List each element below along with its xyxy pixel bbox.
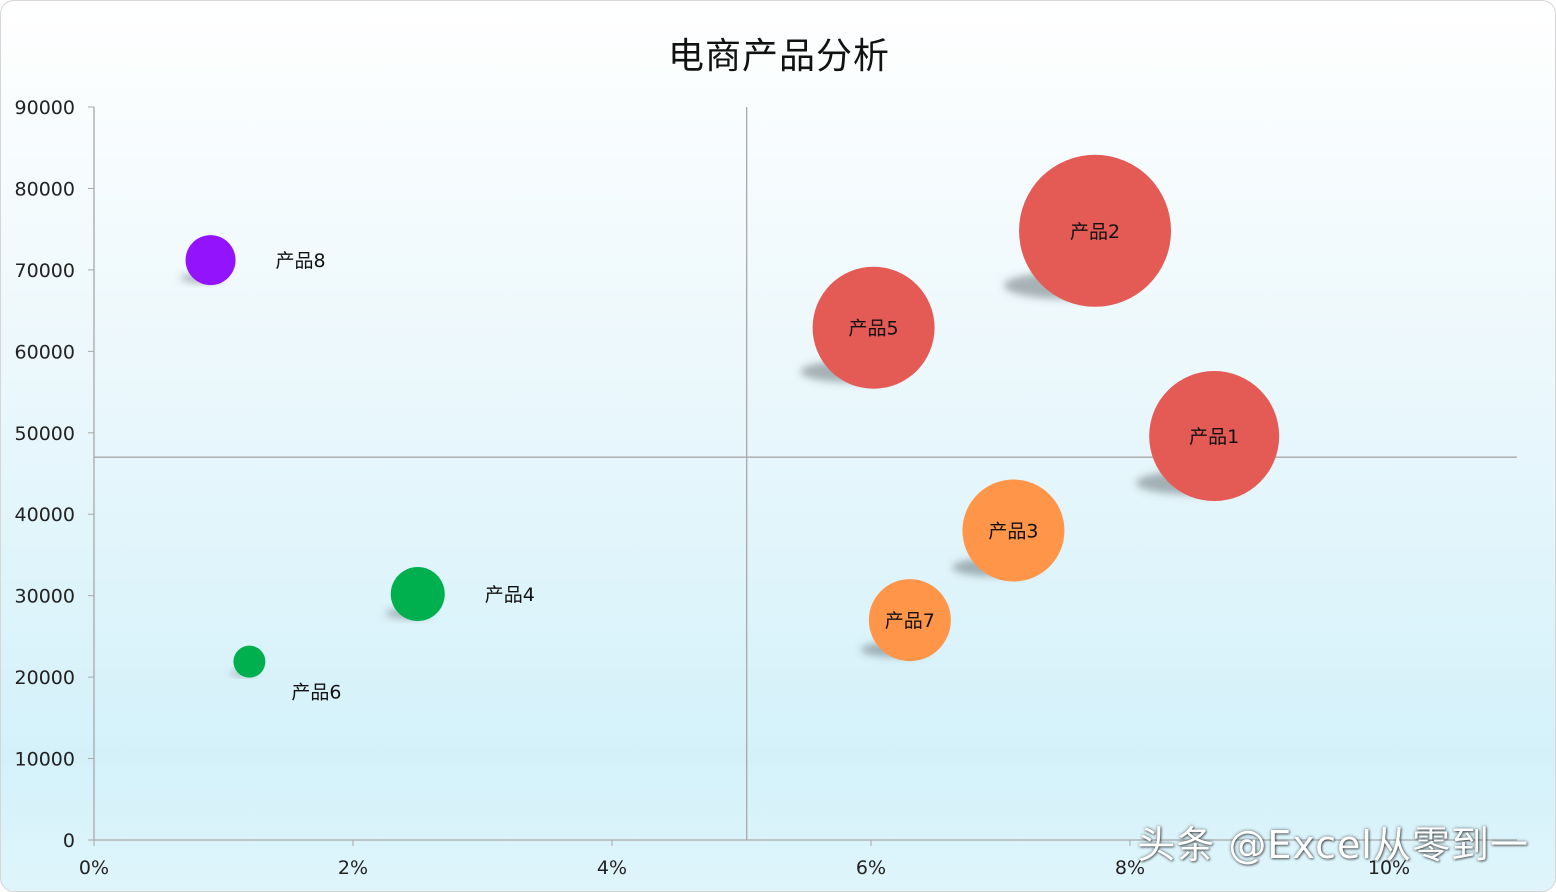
watermark: 头条 @Excel从零到一: [1137, 823, 1529, 867]
y-tick-label: 20000: [15, 667, 75, 689]
bubble-point: [390, 567, 445, 622]
x-tick-label: 4%: [597, 857, 627, 879]
bubble-data-label: 产品2: [1070, 221, 1120, 243]
y-tick-label: 60000: [15, 341, 75, 363]
bubble-data-label: 产品7: [885, 610, 935, 632]
bubble-point: [962, 479, 1065, 582]
bubbles: [185, 154, 1280, 678]
bubble-data-label: 产品3: [988, 521, 1038, 543]
bubble-data-label: 产品4: [485, 584, 535, 606]
y-tick-label: 50000: [15, 423, 75, 445]
y-tick-label: 70000: [15, 260, 75, 282]
x-tick-label: 0%: [79, 857, 109, 879]
bubble-point: [812, 266, 935, 389]
bubble-point: [1149, 371, 1280, 502]
bubble-point: [1019, 154, 1172, 307]
y-tick-label: 30000: [15, 586, 75, 608]
bubble-data-label: 产品8: [276, 250, 326, 272]
y-tick-label: 0: [63, 830, 75, 852]
x-tick-label: 6%: [856, 857, 886, 879]
bubble-point: [233, 645, 266, 678]
bubble-shadows: [180, 271, 1247, 677]
y-tick-label: 80000: [15, 178, 75, 200]
x-tick-label: 10%: [1368, 857, 1410, 879]
bubble-data-label: 产品5: [849, 318, 899, 340]
y-tick-label: 90000: [15, 97, 75, 119]
bubble-point: [868, 579, 951, 662]
bubble-data-label: 产品1: [1189, 426, 1239, 448]
x-tick-label: 2%: [338, 857, 368, 879]
chart-title: 电商产品分析: [667, 36, 890, 77]
bubble-labels: 产品1 产品2 产品3 产品4 产品5 产品6 产品7 产品8: [276, 221, 1240, 704]
y-tick-label: 10000: [15, 749, 75, 771]
y-tick-label: 40000: [15, 504, 75, 526]
x-tick-label: 8%: [1115, 857, 1145, 879]
bubble-point: [185, 235, 236, 286]
bubble-data-label: 产品6: [291, 682, 341, 704]
axes: 0 10000 20000 30000 40000 50000 60000 70000 8000…: [15, 97, 1517, 879]
